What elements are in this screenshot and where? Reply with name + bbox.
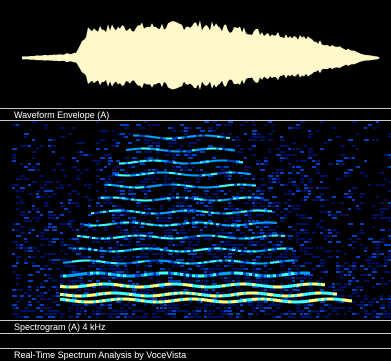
- divider: [0, 333, 391, 334]
- divider: [0, 120, 391, 121]
- divider: [0, 348, 391, 349]
- spectrogram-panel: [0, 121, 391, 319]
- waveform-envelope-plot: [22, 20, 380, 90]
- waveform-envelope-panel: [0, 0, 391, 108]
- status-text: Real-Time Spectrum Analysis by VoceVista: [0, 349, 391, 361]
- divider: [0, 320, 391, 321]
- spectrogram-pixels: [12, 121, 391, 318]
- waveform-envelope-label: Waveform Envelope (A): [0, 109, 391, 121]
- divider: [0, 108, 391, 109]
- spectrogram-plot: [12, 121, 391, 318]
- waveform-envelope-shape: [22, 20, 380, 90]
- spectrogram-label: Spectrogram (A) 4 kHz: [0, 321, 391, 333]
